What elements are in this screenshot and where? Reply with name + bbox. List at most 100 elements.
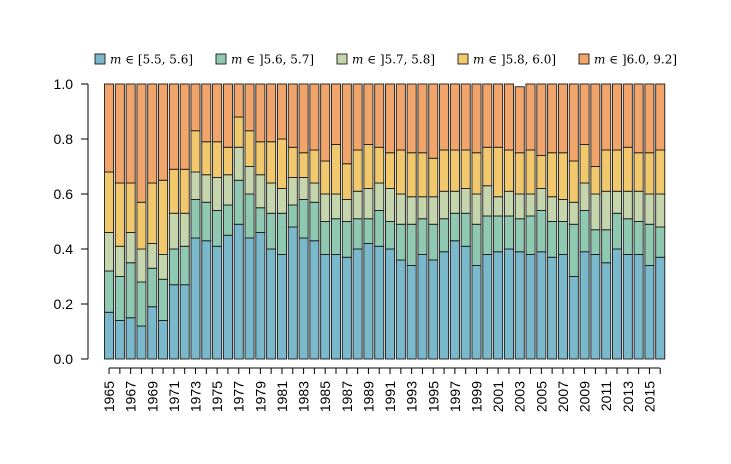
bar-segment-1979-s2 xyxy=(255,207,266,233)
bar-segment-1983-s2 xyxy=(298,199,309,239)
bar-segment-2005-s3 xyxy=(536,188,547,211)
y-tick-label: 0.0 xyxy=(54,351,74,367)
bar-segment-2005-s5 xyxy=(536,83,547,156)
bar-segment-1972-s2 xyxy=(179,245,190,286)
bar-segment-1996-s4 xyxy=(439,149,450,192)
x-tick-label: 2015 xyxy=(641,381,657,412)
bar-segment-1993-s3 xyxy=(406,196,417,225)
bar-segment-1971-s2 xyxy=(168,248,179,286)
bar-segment-2002-s4 xyxy=(503,149,514,192)
bar-segment-1983-s3 xyxy=(298,177,309,200)
bar-segment-2009-s4 xyxy=(579,144,590,184)
bar-segment-1980-s5 xyxy=(266,83,277,143)
x-tick-label: 2011 xyxy=(598,381,614,411)
x-tick-label: 2013 xyxy=(620,381,636,412)
bar-segment-1988-s1 xyxy=(352,248,363,360)
bar-segment-1986-s2 xyxy=(331,218,341,255)
bar-segment-1995-s5 xyxy=(428,83,439,159)
x-tick-label: 2001 xyxy=(490,381,506,412)
bar-segment-2002-s1 xyxy=(503,248,514,360)
bar-segment-1966-s4 xyxy=(114,182,125,247)
bar-segment-1998-s4 xyxy=(460,149,471,189)
bar-segment-2010-s4 xyxy=(590,166,601,195)
bar-segment-1966-s3 xyxy=(114,245,125,277)
bar-segment-2008-s1 xyxy=(568,276,579,360)
bar-segment-1966-s1 xyxy=(114,320,125,360)
bar-segment-2011-s5 xyxy=(601,83,612,151)
bar-segment-2008-s5 xyxy=(568,83,579,162)
bar-segment-1972-s3 xyxy=(179,212,190,247)
bar-segment-1989-s2 xyxy=(363,218,374,244)
bar-segment-1996-s2 xyxy=(439,218,450,253)
bar-segment-2006-s5 xyxy=(547,83,558,154)
bar-segment-2008-s2 xyxy=(568,223,579,277)
bar-segment-2012-s4 xyxy=(612,149,622,192)
bar-segment-1981-s4 xyxy=(276,138,287,189)
bar-segment-1999-s4 xyxy=(471,152,482,195)
bar-segment-1967-s4 xyxy=(125,182,136,233)
bar-segment-2016-s5 xyxy=(655,83,666,151)
bar-segment-1996-s1 xyxy=(439,251,450,360)
bar-segment-2013-s2 xyxy=(622,218,633,255)
bar-segment-1994-s1 xyxy=(417,254,428,360)
bar-segment-1965-s4 xyxy=(104,171,115,233)
bar-segment-2001-s5 xyxy=(493,83,504,148)
bar-segment-1977-s1 xyxy=(233,223,244,360)
bar-segment-1998-s2 xyxy=(460,212,471,247)
bar-segment-2014-s5 xyxy=(633,83,644,154)
bar-segment-1979-s3 xyxy=(255,174,266,209)
y-axis: 0.0 0.2 0.4 0.6 0.8 1.0 xyxy=(54,76,89,367)
legend-label: m ∈ ]5.8, 6.0] xyxy=(473,53,556,67)
bar-segment-1968-s5 xyxy=(136,83,147,203)
bar-segment-2012-s2 xyxy=(612,212,622,250)
bar-segment-1993-s5 xyxy=(406,83,417,154)
bar-segment-1984-s3 xyxy=(309,182,320,203)
bar-segment-1994-s3 xyxy=(417,196,428,220)
bar-segment-1992-s3 xyxy=(395,193,406,225)
bar-segment-1982-s1 xyxy=(287,226,298,360)
bar-segment-1965-s3 xyxy=(104,232,115,272)
x-tick-label: 1979 xyxy=(252,381,268,412)
y-tick-label: 0.2 xyxy=(54,296,74,312)
bar-segment-1975-s1 xyxy=(212,245,223,360)
bar-segment-1988-s4 xyxy=(352,149,363,192)
bar-segment-1990-s2 xyxy=(374,210,385,247)
bar-segment-2006-s3 xyxy=(547,196,558,222)
bar-segment-1981-s1 xyxy=(276,254,287,360)
bar-segment-1995-s2 xyxy=(428,223,439,261)
bar-segment-2002-s5 xyxy=(503,83,514,151)
bar-segment-2012-s1 xyxy=(612,248,622,360)
bar-segment-2009-s2 xyxy=(579,210,590,253)
bar-segment-2005-s1 xyxy=(536,251,547,360)
bar-segment-2006-s2 xyxy=(547,221,558,258)
bar-segment-1981-s2 xyxy=(276,212,287,255)
bar-segment-2003-s1 xyxy=(514,251,525,360)
bar-segment-2000-s2 xyxy=(482,215,493,255)
bar-segment-1999-s1 xyxy=(471,265,482,360)
x-tick-label: 1965 xyxy=(101,381,117,412)
bar-segment-1979-s4 xyxy=(255,141,266,176)
bar-segment-1976-s4 xyxy=(222,146,233,176)
bar-segment-1978-s1 xyxy=(244,237,255,360)
bar-segment-1997-s1 xyxy=(449,240,460,360)
bar-segment-1999-s2 xyxy=(471,223,482,266)
bar-segment-1988-s2 xyxy=(352,218,363,250)
bar-segment-1992-s4 xyxy=(395,149,406,195)
bar-segment-1968-s3 xyxy=(136,248,147,283)
bar-segment-2010-s2 xyxy=(590,229,601,255)
bar-segment-2013-s1 xyxy=(622,254,633,360)
bar-segment-1995-s4 xyxy=(428,157,439,198)
bar-segment-2008-s4 xyxy=(568,160,579,203)
x-tick-label: 1999 xyxy=(469,381,485,412)
bar-segment-1990-s4 xyxy=(374,146,385,184)
bar-segment-1987-s3 xyxy=(341,199,352,222)
bar-segment-2014-s2 xyxy=(633,221,644,255)
bar-segment-1986-s5 xyxy=(331,83,341,145)
bar-segment-2015-s3 xyxy=(644,193,655,225)
legend: m ∈ [5.5, 5.6] m ∈ ]5.6, 5.7] m ∈ ]5.7, 5.… xyxy=(94,53,677,67)
legend-swatch xyxy=(94,53,106,65)
bar-segment-2004-s3 xyxy=(525,193,536,217)
bar-segment-1998-s1 xyxy=(460,245,471,360)
bar-segment-2001-s1 xyxy=(493,251,504,360)
bar-segment-2016-s2 xyxy=(655,226,666,258)
